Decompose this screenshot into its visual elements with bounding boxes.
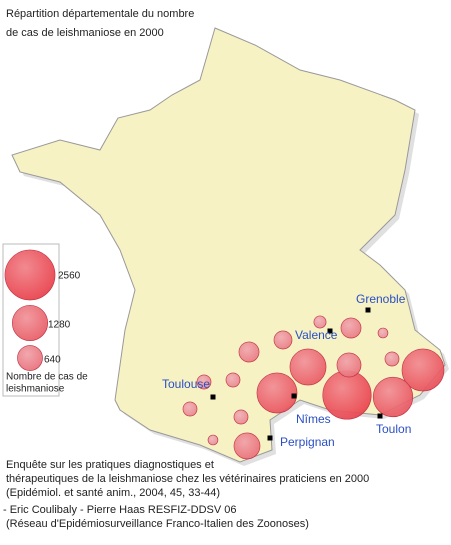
footer-line: Enquête sur les pratiques diagnostiques … xyxy=(6,459,214,471)
bubble-shine xyxy=(322,370,372,420)
bubble-shine xyxy=(402,349,444,391)
city-marker xyxy=(267,435,273,441)
bubble-shine xyxy=(234,410,248,424)
footer: Enquête sur les pratiques diagnostiques … xyxy=(3,459,369,530)
footer-line: (Réseau d'Epidémiosurveillance Franco-It… xyxy=(6,518,309,530)
city-marker xyxy=(210,394,216,400)
bubble-shine xyxy=(208,435,218,445)
bubble-shine xyxy=(313,315,327,329)
legend-caption: Nombre de cas de xyxy=(6,372,88,383)
bubble-shine xyxy=(238,341,260,363)
bubble-shine xyxy=(378,328,388,338)
city-marker xyxy=(365,307,371,313)
bubble-shine xyxy=(373,377,413,417)
bubble-shine xyxy=(5,250,55,300)
bubble-shine xyxy=(256,372,298,414)
france-outline xyxy=(11,27,446,463)
bubble-shine xyxy=(17,345,43,371)
title: Répartition départementale du nombre de … xyxy=(6,8,194,39)
city-label: Toulon xyxy=(376,422,411,436)
bubble-shine xyxy=(274,331,292,349)
city-marker xyxy=(377,413,383,419)
city-marker xyxy=(291,393,297,399)
footer-line: (Epidémiol. et santé anim., 2004, 45, 33… xyxy=(6,487,220,499)
bubble-shine xyxy=(289,348,327,386)
city-marker xyxy=(327,328,333,334)
footer-line: thérapeutiques de la leishmaniose chez l… xyxy=(6,473,369,485)
legend-caption: leishmaniose xyxy=(6,384,65,395)
bubble-shine xyxy=(385,352,399,366)
bubble-shine xyxy=(12,305,48,341)
bubble-shine xyxy=(226,373,240,387)
city-label: Valence xyxy=(295,328,338,342)
legend-value: 2560 xyxy=(58,271,81,282)
city-label: Grenoble xyxy=(356,292,406,306)
legend-value: 640 xyxy=(44,355,61,366)
bubble-shine xyxy=(197,375,211,389)
city-label: Nîmes xyxy=(296,412,331,426)
legend-value: 1280 xyxy=(48,320,71,331)
bubble-shine xyxy=(336,352,362,378)
title-line: de cas de leishmaniose en 2000 xyxy=(6,27,164,39)
bubble-shine xyxy=(340,317,362,339)
bubble-shine xyxy=(234,433,260,459)
city-label: Toulouse xyxy=(162,377,210,391)
title-line: Répartition départementale du nombre xyxy=(6,8,194,20)
bubble-shine xyxy=(183,402,197,416)
city-label: Perpignan xyxy=(280,435,335,449)
footer-line: - Eric Coulibaly - Pierre Haas RESFIZ-DD… xyxy=(3,504,237,516)
